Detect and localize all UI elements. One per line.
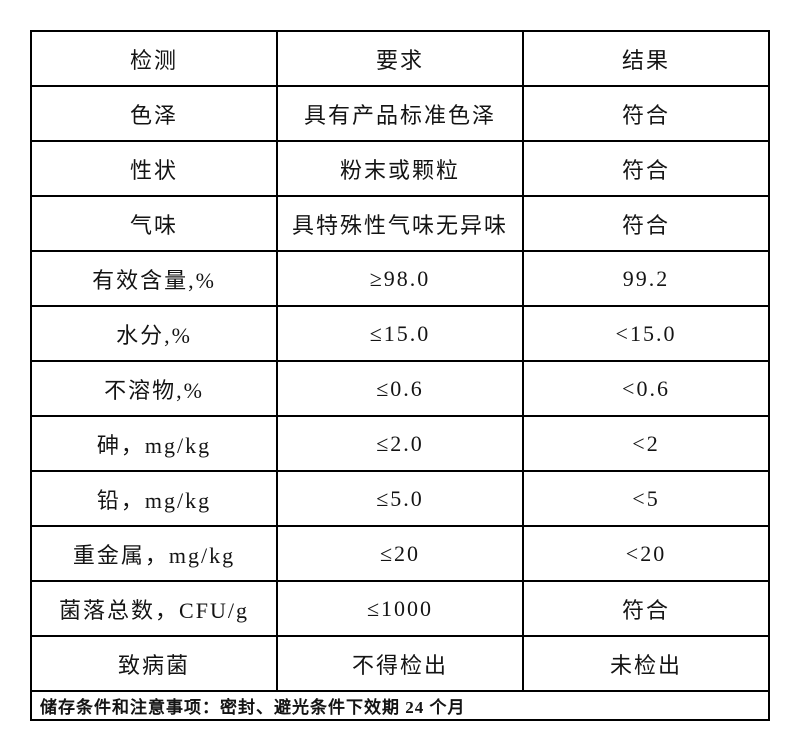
table-row: 致病菌 不得检出 未检出 — [30, 635, 770, 692]
storage-note: 储存条件和注意事项：密封、避光条件下效期 24 个月 — [30, 690, 770, 721]
test-name-cell: 性状 — [30, 140, 278, 197]
test-name-cell: 致病菌 — [30, 635, 278, 692]
requirement-cell: ≥98.0 — [276, 250, 524, 307]
test-name-cell: 铅，mg/kg — [30, 470, 278, 527]
requirement-cell: ≤0.6 — [276, 360, 524, 417]
test-name-cell: 重金属，mg/kg — [30, 525, 278, 582]
requirement-cell: ≤2.0 — [276, 415, 524, 472]
result-cell: 99.2 — [522, 250, 770, 307]
test-name-cell: 水分,% — [30, 305, 278, 362]
requirement-cell: 粉末或颗粒 — [276, 140, 524, 197]
requirement-cell: 具特殊性气味无异味 — [276, 195, 524, 252]
table-row: 性状 粉末或颗粒 符合 — [30, 140, 770, 197]
table-footer-row: 储存条件和注意事项：密封、避光条件下效期 24 个月 — [30, 690, 770, 721]
header-requirement: 要求 — [276, 30, 524, 87]
table-row: 铅，mg/kg ≤5.0 <5 — [30, 470, 770, 527]
table-row: 水分,% ≤15.0 <15.0 — [30, 305, 770, 362]
result-cell: 符合 — [522, 195, 770, 252]
requirement-cell: ≤1000 — [276, 580, 524, 637]
requirement-cell: ≤20 — [276, 525, 524, 582]
table-row: 色泽 具有产品标准色泽 符合 — [30, 85, 770, 142]
table-row: 砷，mg/kg ≤2.0 <2 — [30, 415, 770, 472]
requirement-cell: ≤15.0 — [276, 305, 524, 362]
table-row: 不溶物,% ≤0.6 <0.6 — [30, 360, 770, 417]
table-body: 色泽 具有产品标准色泽 符合 性状 粉末或颗粒 符合 气味 具特殊性气味无异味 符合 有效含量,%… — [30, 85, 770, 692]
requirement-cell: 具有产品标准色泽 — [276, 85, 524, 142]
result-cell: <20 — [522, 525, 770, 582]
table-row: 菌落总数，CFU/g ≤1000 符合 — [30, 580, 770, 637]
test-name-cell: 砷，mg/kg — [30, 415, 278, 472]
result-cell: 符合 — [522, 140, 770, 197]
test-name-cell: 菌落总数，CFU/g — [30, 580, 278, 637]
inspection-table: 检测 要求 结果 色泽 具有产品标准色泽 符合 性状 粉末或颗粒 符合 气味 具特殊性气味无异… — [30, 30, 770, 721]
test-name-cell: 不溶物,% — [30, 360, 278, 417]
table-row: 气味 具特殊性气味无异味 符合 — [30, 195, 770, 252]
result-cell: <5 — [522, 470, 770, 527]
table-row: 重金属，mg/kg ≤20 <20 — [30, 525, 770, 582]
table-row: 有效含量,% ≥98.0 99.2 — [30, 250, 770, 307]
result-cell: 符合 — [522, 580, 770, 637]
table-header-row: 检测 要求 结果 — [30, 30, 770, 87]
test-name-cell: 色泽 — [30, 85, 278, 142]
result-cell: 未检出 — [522, 635, 770, 692]
header-result: 结果 — [522, 30, 770, 87]
requirement-cell: ≤5.0 — [276, 470, 524, 527]
result-cell: 符合 — [522, 85, 770, 142]
header-test: 检测 — [30, 30, 278, 87]
result-cell: <15.0 — [522, 305, 770, 362]
result-cell: <0.6 — [522, 360, 770, 417]
test-name-cell: 有效含量,% — [30, 250, 278, 307]
result-cell: <2 — [522, 415, 770, 472]
test-name-cell: 气味 — [30, 195, 278, 252]
requirement-cell: 不得检出 — [276, 635, 524, 692]
